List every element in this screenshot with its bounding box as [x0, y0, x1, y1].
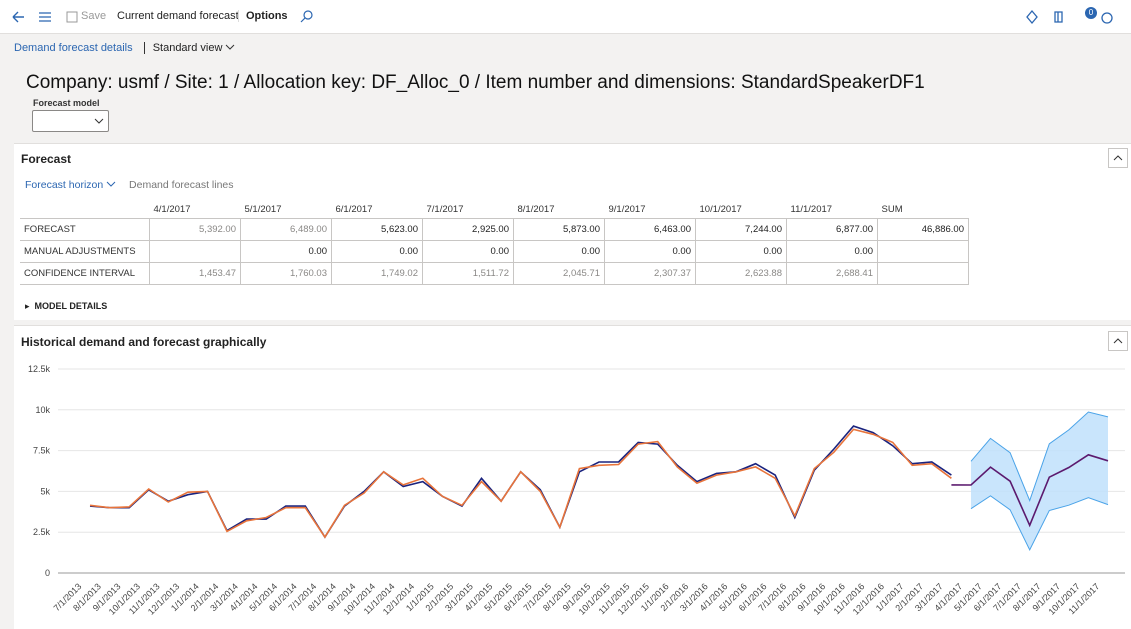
- table-cell: 2,307.37: [604, 262, 696, 285]
- table-cell: 5,623.00: [331, 218, 423, 241]
- save-icon: [66, 11, 78, 23]
- table-cell: 5,873.00: [513, 218, 605, 241]
- table-cell: 1,453.47: [149, 262, 241, 285]
- field-label: Forecast model: [33, 98, 100, 108]
- page-title: Current demand forecast: [117, 10, 239, 22]
- table-cell: 0.00: [331, 240, 423, 263]
- tabs: Forecast horizon Demand forecast lines: [25, 179, 234, 191]
- breadcrumb: Demand forecast details Standard view: [14, 42, 235, 54]
- model-details-toggle[interactable]: ▸ MODEL DETAILS: [25, 301, 108, 311]
- table-cell: 2,623.88: [695, 262, 787, 285]
- band-edge: [970, 495, 1109, 552]
- model-details: MODEL DETAILS: [34, 301, 108, 311]
- options-button[interactable]: Options: [238, 10, 288, 22]
- y-tick-label: 12.5k: [28, 364, 51, 374]
- table-cell: 0.00: [604, 240, 696, 263]
- column-header: 5/1/2017: [244, 203, 282, 215]
- y-tick-label: 0: [45, 568, 50, 578]
- table-cell: [149, 240, 241, 263]
- tab[interactable]: Demand forecast lines: [129, 179, 234, 191]
- chevron: [106, 181, 116, 187]
- panel-title: Historical demand and forecast graphical…: [21, 335, 267, 349]
- header-cell: [20, 200, 150, 219]
- column-header: 7/1/2017: [426, 203, 464, 215]
- table-cell: 0.00: [786, 240, 878, 263]
- y-tick-label: 7.5k: [33, 446, 51, 456]
- chevron: [226, 44, 235, 50]
- table-cell: 0.00: [695, 240, 787, 263]
- confidence-band: [970, 411, 1108, 550]
- chevron: [94, 118, 104, 124]
- table-row: MANUAL ADJUSTMENTS 0.00 0.00 0.00 0.00 0.00 0.…: [20, 240, 969, 263]
- band-edge: [970, 411, 1109, 503]
- column-header: 11/1/2017: [790, 203, 833, 215]
- table-cell: 1,511.72: [422, 262, 514, 285]
- column-header: SUM: [881, 203, 903, 215]
- table-cell: 2,925.00: [422, 218, 514, 241]
- table-cell: 6,489.00: [240, 218, 332, 241]
- table-row: CONFIDENCE INTERVAL 1,453.47 1,760.03 1,749…: [20, 262, 969, 285]
- view-selector[interactable]: Standard view: [152, 42, 223, 54]
- nav-icons: [12, 11, 51, 23]
- collapse-button[interactable]: [1108, 331, 1128, 351]
- chart: 02.5k5k7.5k10k12.5k7/1/20138/1/20139/1/2…: [28, 364, 1125, 617]
- column-header: 8/1/2017: [517, 203, 555, 215]
- column-header: 4/1/2017: [153, 203, 191, 215]
- table-cell: [877, 240, 969, 263]
- table-cell: 7,244.00: [695, 218, 787, 241]
- series-line: [89, 425, 952, 539]
- table-cell: 1,749.02: [331, 262, 423, 285]
- series-line: [89, 428, 952, 539]
- column-header: 9/1/2017: [608, 203, 646, 215]
- table-cell: 2,045.71: [513, 262, 605, 285]
- column-header: 10/1/2017: [699, 203, 742, 215]
- y-tick-label: 10k: [35, 405, 50, 415]
- row-label: CONFIDENCE INTERVAL: [20, 262, 150, 285]
- toolbar: Save Current demand forecast Options 0: [0, 0, 1131, 34]
- table-cell: [877, 262, 969, 285]
- table-cell: 2,688.41: [786, 262, 878, 285]
- table-cell: 0.00: [240, 240, 332, 263]
- table-cell: 0.00: [422, 240, 514, 263]
- tab[interactable]: Forecast horizon: [25, 179, 104, 191]
- chart-panel: Historical demand and forecast graphical…: [14, 325, 1131, 629]
- y-tick-label: 2.5k: [33, 527, 51, 537]
- table-cell: 46,886.00: [877, 218, 969, 241]
- column-header: 6/1/2017: [335, 203, 373, 215]
- series-line: [951, 453, 1109, 528]
- header-row: 4/1/2017 5/1/2017 6/1/2017 7/1/2017 8/1/2017…: [20, 200, 969, 219]
- table-row: FORECAST 5,392.00 6,489.00 5,623.00 2,925.00…: [20, 218, 969, 241]
- table-cell: 5,392.00: [149, 218, 241, 241]
- dropdown[interactable]: [32, 110, 109, 132]
- right-icons[interactable]: [1024, 8, 1124, 26]
- y-tick-label: 5k: [40, 486, 50, 496]
- breadcrumb-link[interactable]: Demand forecast details: [14, 42, 133, 54]
- save-button[interactable]: Save: [81, 10, 107, 22]
- search-icon[interactable]: [300, 10, 314, 24]
- panel-title: Forecast: [21, 152, 72, 166]
- forecast-table: 4/1/2017 5/1/2017 6/1/2017 7/1/2017 8/1/2017…: [20, 200, 969, 285]
- heading: Company: usmf / Site: 1 / Allocation key…: [26, 72, 925, 93]
- table-cell: 6,877.00: [786, 218, 878, 241]
- row-label: FORECAST: [20, 218, 150, 241]
- table-cell: 0.00: [513, 240, 605, 263]
- collapse-button[interactable]: [1108, 148, 1128, 168]
- row-label: MANUAL ADJUSTMENTS: [20, 240, 150, 263]
- table-cell: 1,760.03: [240, 262, 332, 285]
- notification-badge: 0: [1085, 7, 1097, 19]
- table-cell: 6,463.00: [604, 218, 696, 241]
